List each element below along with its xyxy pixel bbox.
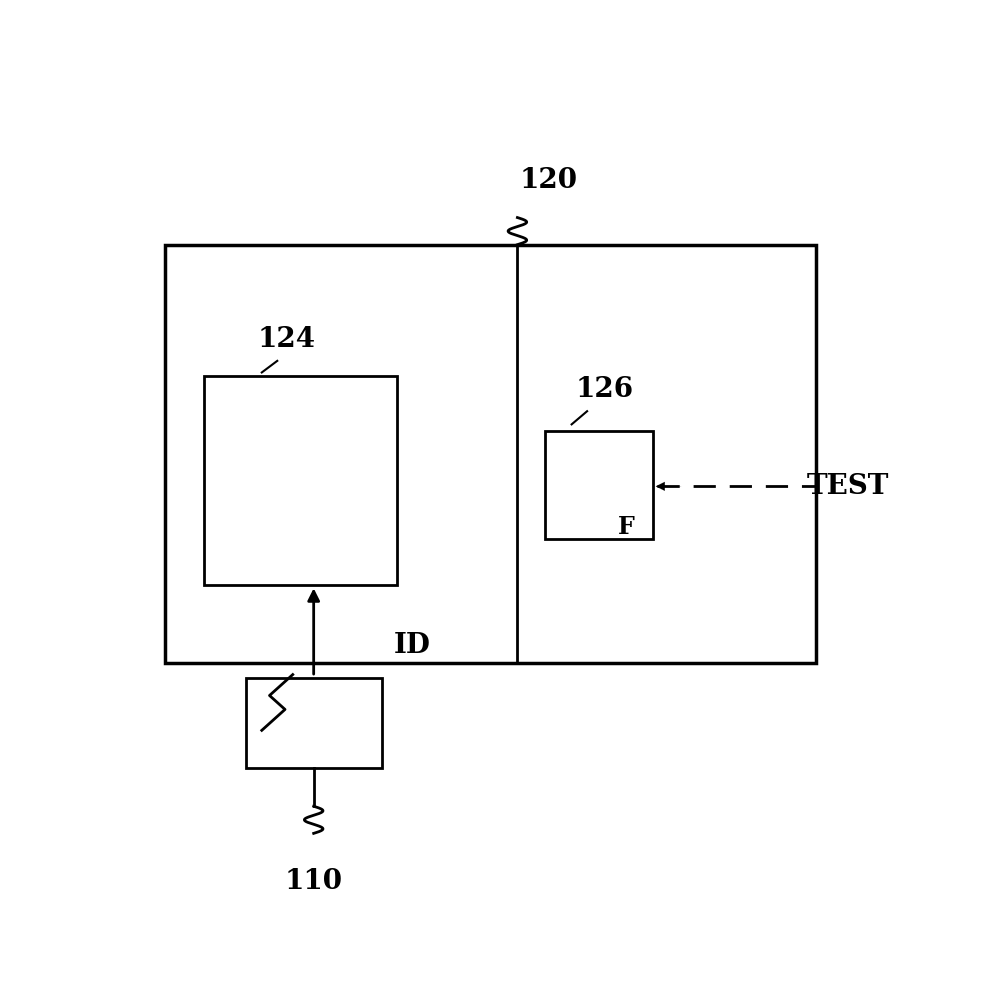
Text: 124: 124 [258, 326, 316, 353]
Text: 126: 126 [575, 376, 633, 403]
Bar [165, 244, 816, 663]
Bar [246, 678, 382, 768]
Text: F: F [617, 515, 634, 539]
Bar [544, 431, 653, 539]
Bar [203, 376, 398, 585]
Text: TEST: TEST [807, 473, 889, 500]
Text: ID: ID [394, 632, 430, 659]
Text: 120: 120 [519, 167, 577, 194]
Text: 110: 110 [285, 868, 343, 895]
